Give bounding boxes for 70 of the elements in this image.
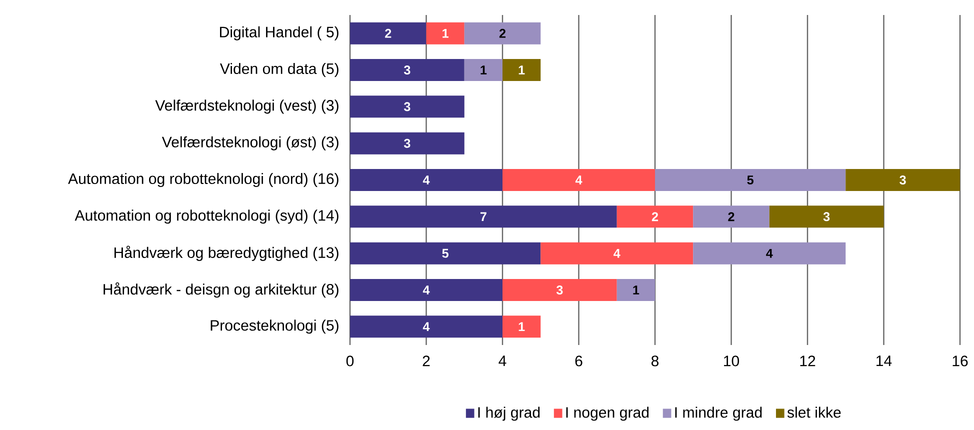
- bar: [693, 242, 846, 264]
- bar: [350, 316, 503, 338]
- data-label: 3: [404, 102, 410, 112]
- legend-label: I nogen grad: [566, 406, 649, 421]
- bar: [655, 169, 846, 192]
- data-label: 2: [385, 28, 392, 38]
- bar: [350, 242, 541, 264]
- data-label: 3: [823, 212, 830, 222]
- bar: [616, 206, 694, 228]
- bar: [540, 242, 694, 264]
- bar: [350, 96, 464, 118]
- x-tick-label: 6: [575, 356, 582, 366]
- data-label: 1: [633, 286, 640, 294]
- bar: [350, 279, 503, 302]
- bar: [350, 59, 464, 82]
- bar: [502, 59, 541, 82]
- data-label: 2: [728, 212, 734, 222]
- data-label: 3: [404, 66, 410, 75]
- bar: [464, 22, 541, 44]
- data-label: 7: [480, 212, 486, 222]
- y-tick-label: Automation og robotteknologi (nord) (16): [68, 172, 338, 188]
- data-label: 4: [575, 176, 582, 184]
- data-label: 2: [499, 28, 506, 38]
- y-tick-label: Automation og robotteknologi (syd) (14): [74, 210, 338, 224]
- data-label: 3: [404, 138, 410, 148]
- bar: [350, 206, 617, 228]
- bar: [464, 59, 503, 82]
- bar: [616, 279, 655, 302]
- y-tick-label: Velfærdsteknologi (vest) (3): [155, 100, 338, 114]
- data-label: 4: [614, 248, 620, 258]
- y-tick-label: Viden om data (5): [220, 62, 338, 78]
- data-label: 5: [442, 248, 448, 258]
- bar: [350, 169, 503, 192]
- bar: [769, 206, 884, 228]
- legend-label: I høj grad: [478, 406, 540, 421]
- y-tick-label: Håndværk og bæredygtighed (13): [114, 246, 338, 261]
- y-tick-label: Håndværk - deisgn og arkitektur (8): [104, 282, 338, 298]
- data-label: 2: [652, 212, 658, 222]
- x-tick-label: 16: [952, 356, 968, 366]
- data-label: 3: [556, 286, 563, 295]
- bar: [350, 22, 426, 44]
- bar: [502, 279, 617, 302]
- bar: [426, 22, 464, 44]
- legend-label: slet ikke: [787, 406, 841, 418]
- bar: [846, 169, 960, 192]
- bar: [502, 316, 541, 338]
- y-tick-label: Procesteknologi (5): [210, 320, 338, 334]
- bar: [350, 132, 464, 154]
- data-label: 4: [766, 248, 773, 258]
- data-label: 1: [480, 66, 487, 74]
- x-tick-label: 0: [346, 356, 354, 366]
- data-label: 4: [422, 322, 430, 332]
- data-label: 4: [422, 176, 430, 184]
- bar: [693, 206, 770, 228]
- data-label: 1: [518, 322, 525, 332]
- x-tick-label: 8: [651, 356, 659, 366]
- legend-label: I mindre grad: [675, 406, 762, 421]
- x-tick-label: 2: [422, 356, 430, 366]
- data-label: 1: [442, 28, 448, 38]
- y-tick-label: Digital Handel ( 5): [220, 26, 338, 40]
- data-label: 4: [422, 286, 430, 294]
- x-tick-label: 14: [876, 356, 892, 366]
- data-label: 5: [747, 176, 754, 184]
- x-tick-label: 4: [498, 356, 506, 366]
- data-label: 3: [900, 176, 906, 185]
- data-label: 1: [518, 66, 525, 74]
- bar: [502, 169, 655, 192]
- x-tick-label: 12: [800, 356, 816, 366]
- x-tick-label: 10: [724, 356, 740, 366]
- y-tick-label: Velfærdsteknologi (øst) (3): [162, 136, 338, 150]
